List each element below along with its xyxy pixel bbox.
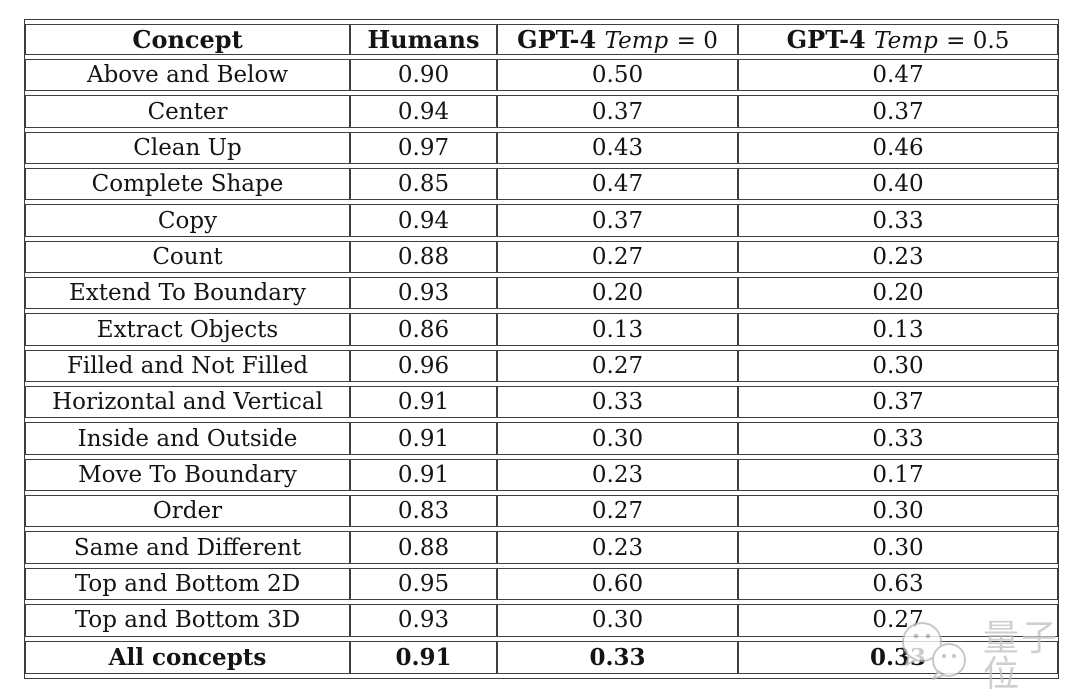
table-row: Horizontal and Vertical 0.91 0.33 0.37: [25, 386, 1058, 419]
gpt4-t0-cell: 0.60: [497, 567, 738, 601]
table-row: Count 0.88 0.27 0.23: [25, 240, 1058, 274]
temp-value: = 0: [676, 28, 718, 54]
gpt4-t05-cell: 0.30: [738, 531, 1058, 564]
table-row: Top and Bottom 2D 0.95 0.60 0.63: [25, 567, 1058, 601]
gpt4-t05-cell: 0.20: [738, 277, 1058, 310]
humans-cell: 0.83: [350, 495, 497, 528]
gpt4-t0-cell: 0.30: [497, 422, 738, 455]
concept-cell: Move To Boundary: [25, 458, 350, 492]
concept-cell: Filled and Not Filled: [25, 349, 350, 383]
table-row: Inside and Outside 0.91 0.30 0.33: [25, 422, 1058, 455]
table-row: Extend To Boundary 0.93 0.20 0.20: [25, 277, 1058, 310]
concept-cell: Order: [25, 495, 350, 528]
humans-cell: 0.94: [350, 204, 497, 237]
gpt4-t05-cell: 0.27: [738, 604, 1058, 637]
gpt4-t0-cell: 0.37: [497, 204, 738, 237]
concept-cell: Copy: [25, 204, 350, 237]
concept-cell: Inside and Outside: [25, 422, 350, 455]
gpt4-t0-cell: 0.47: [497, 168, 738, 201]
concept-cell: Center: [25, 95, 350, 128]
gpt4-t0-cell: 0.43: [497, 131, 738, 165]
humans-cell: 0.96: [350, 349, 497, 383]
concept-results-table: Concept Humans GPT-4 Temp = 0 GPT-4 Temp…: [24, 19, 1059, 679]
concept-cell: Extend To Boundary: [25, 277, 350, 310]
gpt4-t0-cell: 0.27: [497, 495, 738, 528]
humans-cell: 0.93: [350, 277, 497, 310]
gpt4-t05-cell: 0.46: [738, 131, 1058, 165]
humans-cell: 0.86: [350, 313, 497, 346]
concept-cell: Top and Bottom 2D: [25, 567, 350, 601]
concept-cell: Same and Different: [25, 531, 350, 564]
concept-cell: Top and Bottom 3D: [25, 604, 350, 637]
gpt4-t05-cell: 0.63: [738, 567, 1058, 601]
humans-cell: 0.88: [350, 240, 497, 274]
gpt4-t05-cell: 0.33: [738, 640, 1058, 674]
all-concepts-row: All concepts 0.91 0.33 0.33: [25, 640, 1058, 674]
humans-cell: 0.85: [350, 168, 497, 201]
humans-cell: 0.91: [350, 640, 497, 674]
humans-cell: 0.97: [350, 131, 497, 165]
humans-cell: 0.94: [350, 95, 497, 128]
table-row: Top and Bottom 3D 0.93 0.30 0.27: [25, 604, 1058, 637]
table-row: Above and Below 0.90 0.50 0.47: [25, 59, 1058, 92]
gpt4-t0-cell: 0.23: [497, 531, 738, 564]
gpt4-t05-cell: 0.13: [738, 313, 1058, 346]
gpt4-t05-cell: 0.40: [738, 168, 1058, 201]
gpt4-t05-cell: 0.30: [738, 349, 1058, 383]
gpt4-t05-cell: 0.17: [738, 458, 1058, 492]
gpt4-label: GPT-4: [786, 25, 866, 54]
temp-value: = 0.5: [946, 28, 1010, 54]
header-cell-humans: Humans: [350, 24, 497, 55]
gpt4-t0-cell: 0.27: [497, 349, 738, 383]
gpt4-t0-cell: 0.33: [497, 386, 738, 419]
concept-cell: Above and Below: [25, 59, 350, 92]
gpt4-label: GPT-4: [517, 25, 597, 54]
gpt4-t0-cell: 0.33: [497, 640, 738, 674]
gpt4-t05-cell: 0.33: [738, 204, 1058, 237]
concept-cell: Extract Objects: [25, 313, 350, 346]
gpt4-t0-cell: 0.27: [497, 240, 738, 274]
gpt4-t05-cell: 0.23: [738, 240, 1058, 274]
gpt4-t05-cell: 0.30: [738, 495, 1058, 528]
gpt4-t0-cell: 0.37: [497, 95, 738, 128]
concept-cell: Clean Up: [25, 131, 350, 165]
gpt4-t05-cell: 0.33: [738, 422, 1058, 455]
humans-cell: 0.91: [350, 386, 497, 419]
gpt4-t05-cell: 0.37: [738, 386, 1058, 419]
gpt4-t0-cell: 0.50: [497, 59, 738, 92]
temp-variable: Temp: [874, 28, 938, 54]
humans-cell: 0.88: [350, 531, 497, 564]
concept-cell: Horizontal and Vertical: [25, 386, 350, 419]
header-cell-gpt4-temp0: GPT-4 Temp = 0: [497, 24, 738, 55]
table-row: Copy 0.94 0.37 0.33: [25, 204, 1058, 237]
concept-cell: All concepts: [25, 640, 350, 674]
table-row: Move To Boundary 0.91 0.23 0.17: [25, 458, 1058, 492]
humans-cell: 0.93: [350, 604, 497, 637]
gpt4-t0-cell: 0.23: [497, 458, 738, 492]
humans-cell: 0.90: [350, 59, 497, 92]
temp-variable: Temp: [604, 28, 669, 54]
table-row: Filled and Not Filled 0.96 0.27 0.30: [25, 349, 1058, 383]
gpt4-t0-cell: 0.20: [497, 277, 738, 310]
humans-cell: 0.95: [350, 567, 497, 601]
gpt4-t05-cell: 0.37: [738, 95, 1058, 128]
gpt4-t0-cell: 0.30: [497, 604, 738, 637]
gpt4-t0-cell: 0.13: [497, 313, 738, 346]
table-row: Complete Shape 0.85 0.47 0.40: [25, 168, 1058, 201]
header-cell-gpt4-temp05: GPT-4 Temp = 0.5: [738, 24, 1058, 55]
table-row: Same and Different 0.88 0.23 0.30: [25, 531, 1058, 564]
gpt4-t05-cell: 0.47: [738, 59, 1058, 92]
table-row: Order 0.83 0.27 0.30: [25, 495, 1058, 528]
humans-cell: 0.91: [350, 422, 497, 455]
header-cell-concept: Concept: [25, 24, 350, 55]
humans-cell: 0.91: [350, 458, 497, 492]
table-row: Clean Up 0.97 0.43 0.46: [25, 131, 1058, 165]
concept-cell: Complete Shape: [25, 168, 350, 201]
table-row: Center 0.94 0.37 0.37: [25, 95, 1058, 128]
table-row: Extract Objects 0.86 0.13 0.13: [25, 313, 1058, 346]
header-row: Concept Humans GPT-4 Temp = 0 GPT-4 Temp…: [25, 24, 1058, 55]
concept-cell: Count: [25, 240, 350, 274]
